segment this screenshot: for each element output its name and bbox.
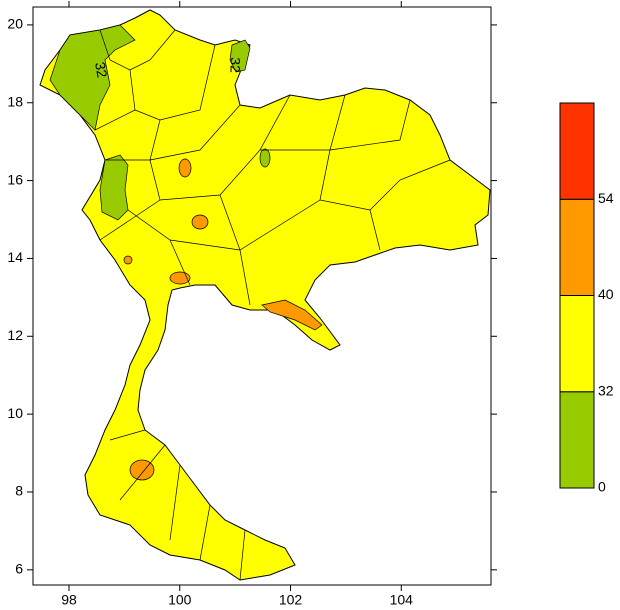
contour-region-low — [99, 154, 129, 221]
colorbar-label: 54 — [598, 190, 614, 206]
colorbar-label: 40 — [598, 286, 614, 302]
contour-region-high — [178, 158, 192, 178]
plot-frame — [32, 6, 492, 586]
contour-label: 32 — [227, 57, 243, 73]
contour-region-high — [191, 214, 209, 230]
x-tick-label: 102 — [279, 592, 303, 608]
contour-region-high — [129, 459, 155, 481]
contour-label: 32 — [92, 61, 110, 79]
colorbar-bin — [559, 198, 595, 296]
contour-region-low — [259, 148, 271, 168]
colorbar-bin — [559, 102, 595, 200]
colorbar-bin — [559, 391, 595, 489]
contour-region-high — [169, 271, 191, 285]
colorbar-label: 32 — [598, 382, 614, 398]
contour-region-low — [229, 39, 251, 73]
y-tick-label: 14 — [7, 249, 23, 265]
x-tick-label: 98 — [61, 592, 77, 608]
contour-region-high — [123, 255, 133, 265]
y-tick-label: 6 — [15, 561, 23, 577]
colorbar-bin — [559, 295, 595, 393]
y-tick-label: 12 — [7, 327, 23, 343]
x-tick-label: 104 — [390, 592, 414, 608]
y-tick-label: 8 — [15, 483, 23, 499]
y-tick-label: 10 — [7, 405, 23, 421]
x-tick-label: 100 — [168, 592, 192, 608]
map-land — [39, 9, 491, 581]
contour-region-low — [49, 24, 136, 131]
province-borders — [94, 29, 451, 581]
y-tick-label: 18 — [7, 93, 23, 109]
y-tick-label: 20 — [7, 16, 23, 32]
colorbar-label: 0 — [598, 479, 606, 495]
contour-region-high — [261, 299, 323, 331]
country-shape — [39, 9, 491, 581]
y-tick-label: 16 — [7, 171, 23, 187]
